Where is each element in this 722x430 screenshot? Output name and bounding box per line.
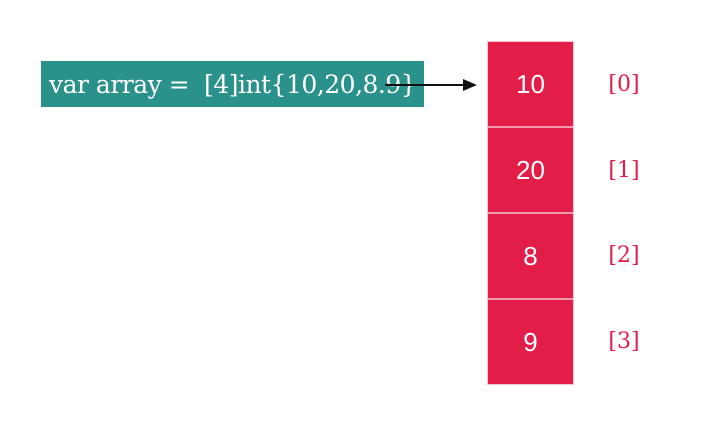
array-cells: 10 20 8 9	[488, 42, 573, 384]
arrow-right-icon	[381, 77, 481, 93]
declaration-box: var array = [4]int{10,20,8.9}	[41, 61, 425, 107]
array-cell-3: 9	[488, 298, 573, 384]
cell-value-0: 10	[516, 68, 545, 99]
index-label-3: [3]	[608, 328, 640, 354]
index-label-2: [2]	[608, 243, 640, 269]
array-cell-0: 10	[488, 42, 573, 126]
array-cell-1: 20	[488, 126, 573, 212]
cell-value-1: 20	[516, 154, 545, 185]
index-label-0: [0]	[608, 72, 640, 98]
index-label-1: [1]	[608, 157, 640, 183]
cell-value-2: 8	[523, 240, 538, 271]
array-indices: [0] [1] [2] [3]	[599, 42, 649, 384]
declaration-code: var array = [4]int{10,20,8.9}	[49, 69, 417, 99]
cell-value-3: 9	[523, 326, 538, 357]
array-cell-2: 8	[488, 212, 573, 298]
